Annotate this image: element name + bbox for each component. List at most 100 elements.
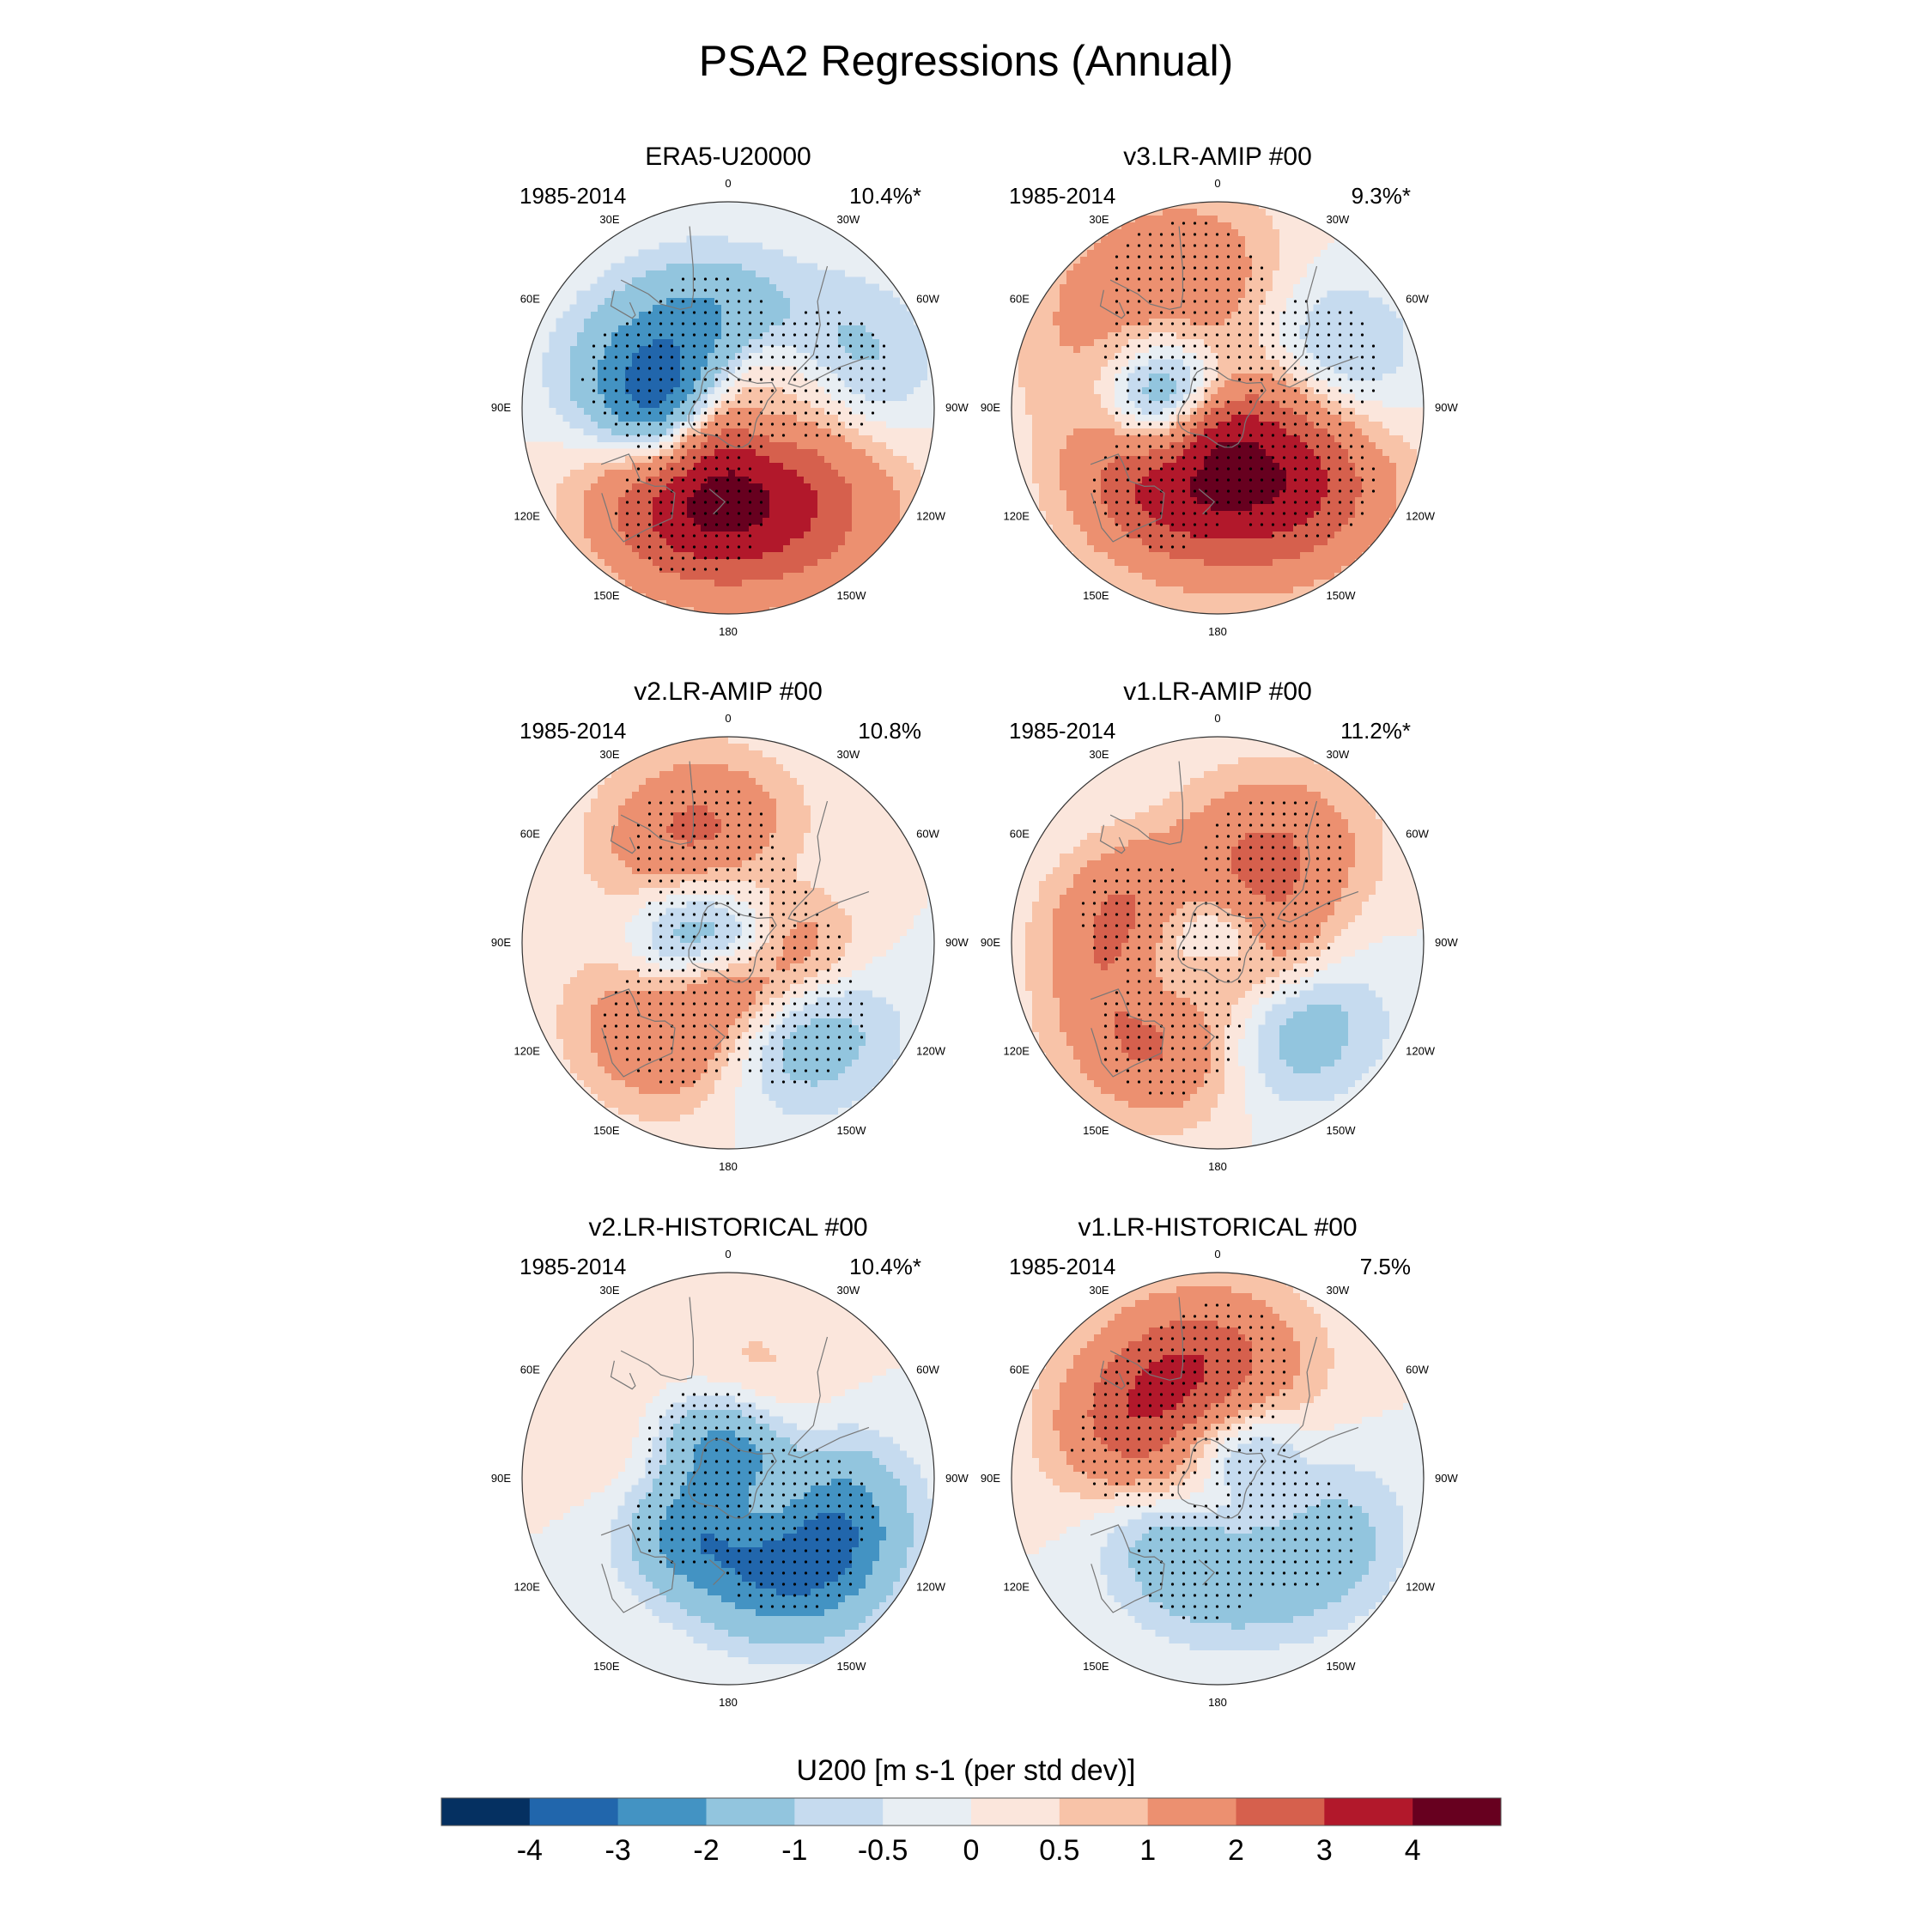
longitude-label: 150W xyxy=(837,1660,867,1673)
longitude-label: 60W xyxy=(916,293,939,306)
colorbar-tick-label: -3 xyxy=(605,1834,631,1867)
map-border xyxy=(521,1272,935,1686)
longitude-label: 90E xyxy=(981,936,1000,949)
longitude-label: 60W xyxy=(916,828,939,841)
longitude-label: 150E xyxy=(1083,589,1109,602)
significance-stipple xyxy=(636,1393,875,1608)
longitude-label: 60W xyxy=(916,1364,939,1376)
longitude-label: 90E xyxy=(491,936,511,949)
longitude-label: 150W xyxy=(1327,589,1357,602)
longitude-label: 120W xyxy=(1406,1045,1436,1058)
colorbar-swatch xyxy=(529,1798,618,1826)
map-border xyxy=(1011,1272,1425,1686)
longitude-label: 150W xyxy=(837,589,867,602)
significance-stipple xyxy=(1081,801,1342,1095)
longitude-label: 90W xyxy=(1435,401,1458,414)
longitude-label: 120E xyxy=(514,1045,541,1058)
longitude-label: 120W xyxy=(916,1045,946,1058)
longitude-label: 30W xyxy=(837,213,860,226)
colorbar-swatch xyxy=(1236,1798,1325,1826)
longitude-label: 120E xyxy=(1004,1581,1030,1594)
longitude-label: 180 xyxy=(1208,625,1227,638)
longitude-label: 120W xyxy=(1406,510,1436,523)
longitude-label: 90E xyxy=(981,1472,1000,1485)
field-raster xyxy=(1012,1273,1417,1650)
longitude-label: 60E xyxy=(520,1364,540,1376)
longitude-label: 0 xyxy=(725,177,731,190)
coastlines xyxy=(600,761,870,1078)
field-raster xyxy=(1012,737,1424,1149)
map-panel: 0 30E 60E 90E 120E 150E 180 150W 120W 90W 60W 30W xyxy=(491,1248,969,1709)
longitude-label: 30W xyxy=(837,748,860,761)
panel-years: 1985-2014 xyxy=(1009,718,1115,744)
longitude-label: 120E xyxy=(1004,510,1030,523)
colorbar-swatch xyxy=(971,1798,1060,1826)
longitude-label: 90W xyxy=(945,401,969,414)
longitude-label: 60W xyxy=(1406,828,1429,841)
panel-variance: 9.3%* xyxy=(1352,183,1411,209)
colorbar-title: U200 [m s-1 (per std dev)] xyxy=(796,1754,1136,1787)
map-border xyxy=(521,736,935,1150)
map-panel: 0 30E 60E 90E 120E 150E 180 150W 120W 90W 60W 30W xyxy=(981,712,1459,1173)
map-panel: 0 30E 60E 90E 120E 150E 180 150W 120W 90W 60W 30W xyxy=(981,177,1459,638)
colorbar-tick-label: -1 xyxy=(781,1834,807,1867)
longitude-label: 90E xyxy=(491,1472,511,1485)
significance-stipple xyxy=(1070,1303,1353,1619)
longitude-label: 150E xyxy=(593,1124,620,1137)
panel-title: v1.LR-AMIP #00 xyxy=(1123,677,1312,706)
panel-variance: 10.4%* xyxy=(849,183,921,209)
longitude-label: 60W xyxy=(1406,293,1429,306)
longitude-label: 150W xyxy=(1327,1660,1357,1673)
longitude-label: 150W xyxy=(837,1124,867,1137)
significance-stipple xyxy=(1092,222,1376,549)
longitude-label: 120E xyxy=(514,1581,541,1594)
colorbar-swatch xyxy=(706,1798,795,1826)
map-panels: 0 30E 60E 90E 120E 150E 180 150W 120W 90W 60W 30W ER… xyxy=(491,143,1459,1709)
longitude-label: 60E xyxy=(520,293,540,306)
colorbar: -4 -3 -2 -1 -0.5 0 0.5 1 2 3 4 xyxy=(440,1797,1502,1867)
longitude-label: 180 xyxy=(1208,1696,1227,1709)
longitude-label: 60E xyxy=(1010,293,1030,306)
colorbar-tick-label: -2 xyxy=(693,1834,719,1867)
longitude-label: 120W xyxy=(1406,1581,1436,1594)
colorbar-swatch xyxy=(617,1798,707,1826)
longitude-label: 120E xyxy=(1004,1045,1030,1058)
panel-variance: 7.5% xyxy=(1360,1254,1411,1279)
longitude-label: 90E xyxy=(981,401,1000,414)
field-raster xyxy=(522,235,934,614)
panel-variance: 10.8% xyxy=(858,718,921,744)
panel-years: 1985-2014 xyxy=(519,718,626,744)
longitude-label: 120E xyxy=(514,510,541,523)
longitude-label: 0 xyxy=(1214,177,1220,190)
longitude-label: 30W xyxy=(1327,748,1350,761)
colorbar-tick-label: 0 xyxy=(963,1834,980,1867)
longitude-label: 150E xyxy=(1083,1660,1109,1673)
longitude-label: 180 xyxy=(1208,1160,1227,1173)
longitude-label: 90W xyxy=(1435,1472,1458,1485)
map-panel: 0 30E 60E 90E 120E 150E 180 150W 120W 90W 60W 30W xyxy=(491,712,969,1173)
colorbar-swatch xyxy=(1413,1798,1502,1826)
longitude-label: 30W xyxy=(1327,1284,1350,1297)
longitude-label: 180 xyxy=(719,1696,738,1709)
longitude-label: 90W xyxy=(1435,936,1458,949)
colorbar-swatch xyxy=(1059,1798,1148,1826)
map-panel: 0 30E 60E 90E 120E 150E 180 150W 120W 90W 60W 30W xyxy=(981,1248,1459,1709)
longitude-label: 150E xyxy=(1083,1124,1109,1137)
coastlines xyxy=(1090,761,1359,1078)
colorbar-swatch xyxy=(794,1798,884,1826)
figure-title: PSA2 Regressions (Annual) xyxy=(698,37,1234,85)
longitude-label: 0 xyxy=(725,712,731,725)
longitude-label: 90E xyxy=(491,401,511,414)
coastlines xyxy=(1090,226,1359,543)
longitude-label: 30E xyxy=(1089,1284,1109,1297)
significance-stipple xyxy=(580,277,886,571)
colorbar-swatch xyxy=(883,1798,972,1826)
coastlines xyxy=(600,226,870,543)
longitude-label: 30E xyxy=(1089,748,1109,761)
panel-title: v1.LR-HISTORICAL #00 xyxy=(1078,1213,1357,1242)
longitude-label: 60E xyxy=(1010,828,1030,841)
longitude-label: 150E xyxy=(593,1660,620,1673)
longitude-label: 0 xyxy=(725,1248,731,1261)
panel-years: 1985-2014 xyxy=(1009,183,1115,209)
